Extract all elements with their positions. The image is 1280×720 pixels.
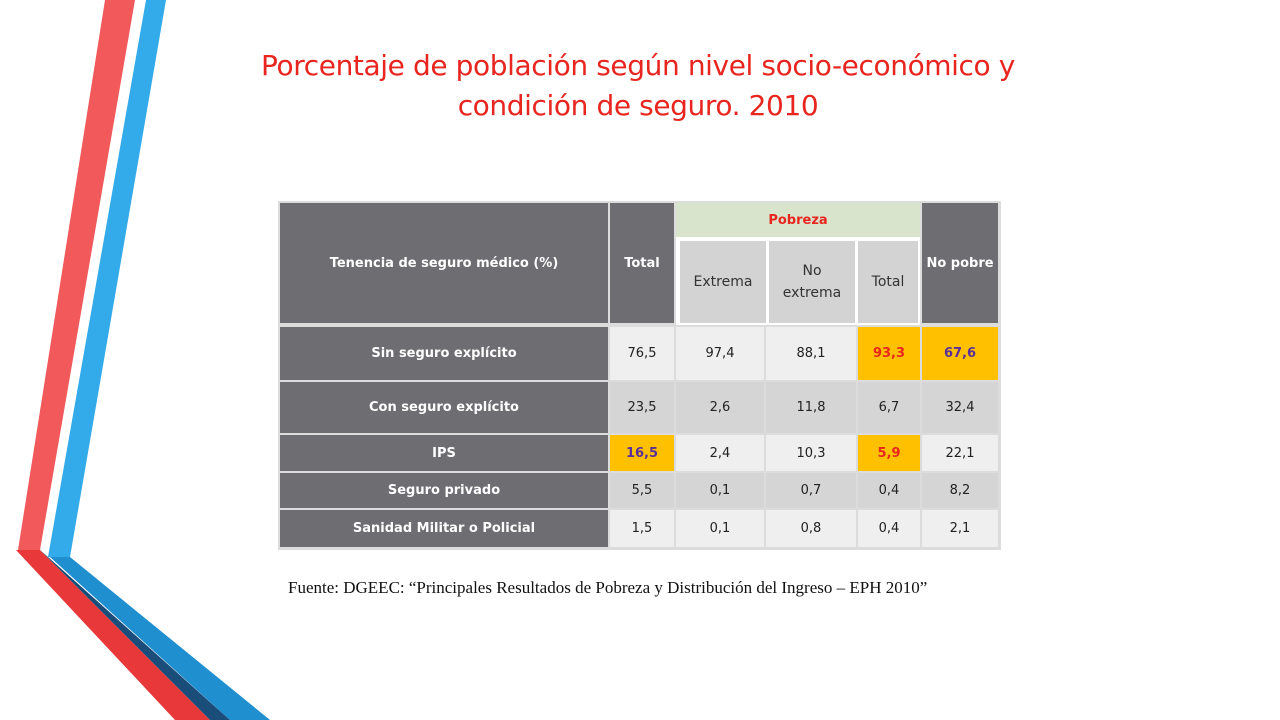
insurance-table: Tenencia de seguro médico (%) Total Pobr…	[278, 201, 1001, 550]
table-cell: 0,4	[858, 510, 920, 547]
table-cell: 1,5	[610, 510, 674, 547]
table-cell: 0,1	[676, 510, 764, 547]
table-cell: 76,5	[610, 327, 674, 380]
col-total-header: Total	[610, 203, 674, 323]
table-cell: 0,7	[766, 473, 856, 508]
table-cell: 88,1	[766, 327, 856, 380]
red-lower-stripe	[16, 550, 210, 720]
row-label: Con seguro explícito	[280, 382, 608, 433]
blue-stripe	[48, 0, 166, 557]
source-note: Fuente: DGEEC: “Principales Resultados d…	[288, 578, 928, 597]
row-header-label: Tenencia de seguro médico (%)	[280, 203, 608, 323]
table-cell: 8,2	[922, 473, 998, 508]
red-stripe	[18, 0, 135, 550]
table-cell: 5,5	[610, 473, 674, 508]
sub-no-extrema-header: No extrema	[769, 241, 855, 323]
dark-stripe	[40, 550, 230, 720]
table-cell-highlight: 67,6	[922, 327, 998, 380]
table-cell: 0,4	[858, 473, 920, 508]
row-label: Seguro privado	[280, 473, 608, 508]
col-no-pobre-header: No pobre	[922, 203, 998, 323]
table-cell: 22,1	[922, 435, 998, 471]
table-cell: 32,4	[922, 382, 998, 433]
page-title: Porcentaje de población según nivel soci…	[238, 46, 1038, 126]
table-cell-highlight: 93,3	[858, 327, 920, 380]
title-line-2: condición de seguro. 2010	[457, 89, 819, 122]
table-cell: 6,7	[858, 382, 920, 433]
row-label: Sanidad Militar o Policial	[280, 510, 608, 547]
pobreza-group-header: Pobreza	[676, 203, 920, 237]
blue-lower-stripe	[50, 557, 270, 720]
table-cell: 0,1	[676, 473, 764, 508]
table-cell: 10,3	[766, 435, 856, 471]
table-cell-highlight: 5,9	[858, 435, 920, 471]
decorative-stripes	[16, 0, 270, 720]
table-cell: 0,8	[766, 510, 856, 547]
sub-total-header: Total	[858, 241, 918, 323]
table-cell: 97,4	[676, 327, 764, 380]
table-cell: 2,4	[676, 435, 764, 471]
table-cell: 2,1	[922, 510, 998, 547]
table-cell: 23,5	[610, 382, 674, 433]
row-label: IPS	[280, 435, 608, 471]
table-cell-highlight: 16,5	[610, 435, 674, 471]
sub-extrema-header: Extrema	[680, 241, 766, 323]
title-line-1: Porcentaje de población según nivel soci…	[261, 49, 1015, 82]
table-cell: 11,8	[766, 382, 856, 433]
row-label: Sin seguro explícito	[280, 327, 608, 380]
table-cell: 2,6	[676, 382, 764, 433]
